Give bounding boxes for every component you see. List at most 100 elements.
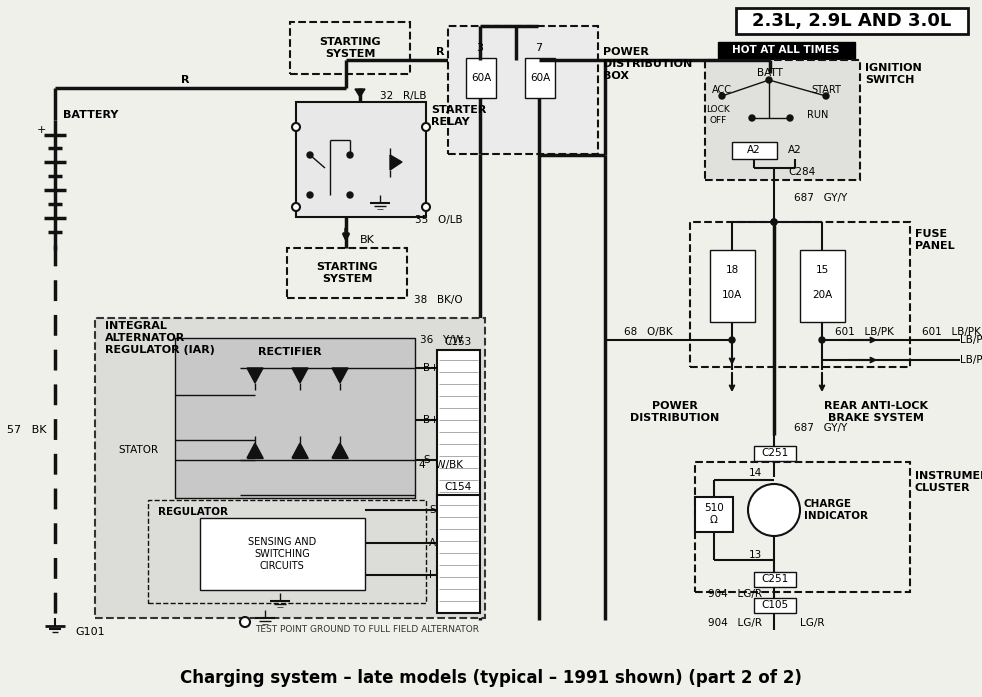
Text: BATT: BATT xyxy=(757,68,783,78)
Text: STARTING
SYSTEM: STARTING SYSTEM xyxy=(316,262,378,284)
Text: 60A: 60A xyxy=(471,73,491,83)
Bar xyxy=(710,250,755,322)
Text: 4   W/BK: 4 W/BK xyxy=(419,460,463,470)
Text: TEST POINT GROUND TO FULL FIELD ALTERNATOR: TEST POINT GROUND TO FULL FIELD ALTERNAT… xyxy=(255,625,479,634)
Circle shape xyxy=(823,93,829,99)
Polygon shape xyxy=(332,368,348,383)
Text: STATOR: STATOR xyxy=(118,445,158,455)
Text: 32   R/LB: 32 R/LB xyxy=(380,91,426,101)
Text: ACC: ACC xyxy=(712,85,732,95)
Text: 36   Y/W: 36 Y/W xyxy=(420,335,463,345)
Text: POWER
DISTRIBUTION: POWER DISTRIBUTION xyxy=(630,401,720,423)
Text: LB/PK: LB/PK xyxy=(960,355,982,365)
Text: 15: 15 xyxy=(815,265,829,275)
Bar xyxy=(175,338,415,498)
Text: STARTING
SYSTEM: STARTING SYSTEM xyxy=(319,37,381,59)
Text: 601   LB/PK: 601 LB/PK xyxy=(922,327,981,337)
Bar xyxy=(525,58,555,98)
Bar xyxy=(718,42,855,59)
Bar xyxy=(95,318,485,618)
Bar xyxy=(705,60,860,180)
Circle shape xyxy=(766,77,772,83)
Text: 7: 7 xyxy=(535,43,543,53)
Text: 687   GY/Y: 687 GY/Y xyxy=(794,193,847,203)
Polygon shape xyxy=(247,368,263,383)
Text: RECTIFIER: RECTIFIER xyxy=(258,347,322,357)
Text: POWER
DISTRIBUTION
BOX: POWER DISTRIBUTION BOX xyxy=(603,47,692,81)
Text: LOCK
OFF: LOCK OFF xyxy=(706,105,730,125)
Bar xyxy=(287,248,407,298)
Text: SENSING AND
SWITCHING
CIRCUITS: SENSING AND SWITCHING CIRCUITS xyxy=(247,537,316,571)
Circle shape xyxy=(819,337,825,343)
Bar xyxy=(437,350,480,505)
Circle shape xyxy=(307,192,313,198)
Polygon shape xyxy=(292,368,308,383)
Polygon shape xyxy=(247,443,263,458)
Text: IGNITION
SWITCH: IGNITION SWITCH xyxy=(865,63,922,85)
Text: 3: 3 xyxy=(476,43,483,53)
Bar xyxy=(695,462,910,592)
Circle shape xyxy=(771,219,777,225)
Text: 2.3L, 2.9L AND 3.0L: 2.3L, 2.9L AND 3.0L xyxy=(752,12,952,30)
Bar xyxy=(690,222,910,367)
Text: 35   O/LB: 35 O/LB xyxy=(415,215,463,225)
Text: R: R xyxy=(181,75,190,85)
Text: 18: 18 xyxy=(726,265,738,275)
Circle shape xyxy=(292,203,300,211)
Text: A2: A2 xyxy=(747,145,761,155)
Text: 38   BK/O: 38 BK/O xyxy=(414,295,463,305)
Text: INSTRUMENT
CLUSTER: INSTRUMENT CLUSTER xyxy=(915,471,982,493)
Circle shape xyxy=(347,192,353,198)
Text: 13: 13 xyxy=(748,550,762,560)
Bar xyxy=(448,26,598,154)
Text: C284: C284 xyxy=(788,167,815,177)
Bar xyxy=(754,572,796,587)
Text: START: START xyxy=(811,85,841,95)
Text: BATTERY: BATTERY xyxy=(63,110,119,120)
Text: 20A: 20A xyxy=(812,290,832,300)
Circle shape xyxy=(719,93,725,99)
Text: +: + xyxy=(36,125,46,135)
Text: 60A: 60A xyxy=(530,73,550,83)
Bar xyxy=(437,495,480,613)
Text: C105: C105 xyxy=(761,600,789,610)
Circle shape xyxy=(771,219,777,225)
Circle shape xyxy=(422,203,430,211)
Text: C153: C153 xyxy=(445,337,471,347)
Text: INTEGRAL
ALTERNATOR
REGULATOR (IAR): INTEGRAL ALTERNATOR REGULATOR (IAR) xyxy=(105,321,215,355)
Text: 601   LB/PK: 601 LB/PK xyxy=(835,327,894,337)
Bar xyxy=(148,500,426,603)
Text: 14: 14 xyxy=(748,468,762,478)
Text: I: I xyxy=(429,570,432,580)
Circle shape xyxy=(292,123,300,131)
Bar xyxy=(290,22,410,74)
Circle shape xyxy=(748,484,800,536)
Text: CHARGE
INDICATOR: CHARGE INDICATOR xyxy=(804,499,868,521)
Circle shape xyxy=(787,115,793,121)
Text: BK: BK xyxy=(360,235,375,245)
Polygon shape xyxy=(332,443,348,458)
Text: S: S xyxy=(423,455,429,465)
Text: A: A xyxy=(429,538,436,548)
Circle shape xyxy=(729,337,735,343)
Text: REGULATOR: REGULATOR xyxy=(158,507,228,517)
Text: B+: B+ xyxy=(423,415,439,425)
Bar xyxy=(695,497,733,532)
Text: 510
Ω: 510 Ω xyxy=(704,503,724,525)
Text: A2: A2 xyxy=(789,145,802,155)
Text: 904   LG/R: 904 LG/R xyxy=(708,589,762,599)
Text: STARTER
RELAY: STARTER RELAY xyxy=(431,105,486,127)
Circle shape xyxy=(307,152,313,158)
Text: C251: C251 xyxy=(761,448,789,458)
Text: R: R xyxy=(436,47,444,57)
Bar xyxy=(754,598,796,613)
Text: C154: C154 xyxy=(445,482,471,492)
Text: LB/PK: LB/PK xyxy=(960,335,982,345)
Bar xyxy=(466,58,496,98)
Text: C251: C251 xyxy=(761,574,789,584)
Text: 10A: 10A xyxy=(722,290,742,300)
Circle shape xyxy=(749,115,755,121)
Text: G101: G101 xyxy=(75,627,105,637)
Bar xyxy=(732,142,777,159)
Bar xyxy=(736,8,968,34)
